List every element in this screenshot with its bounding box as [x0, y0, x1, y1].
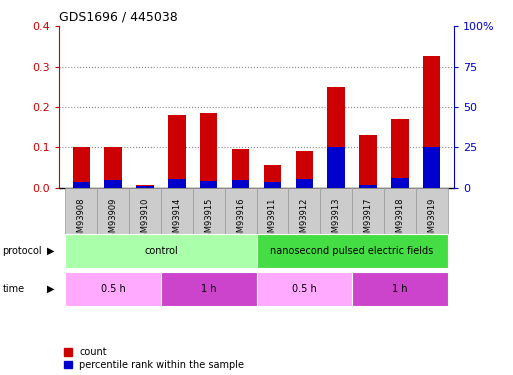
Bar — [65, 272, 161, 306]
Text: GSM93919: GSM93919 — [427, 197, 436, 243]
Bar — [256, 234, 448, 268]
Bar — [65, 234, 256, 268]
Bar — [136, 186, 154, 188]
Bar — [65, 188, 97, 268]
Text: GSM93917: GSM93917 — [364, 197, 372, 243]
Bar — [264, 165, 281, 188]
Bar — [97, 188, 129, 268]
Bar — [423, 57, 441, 188]
Text: GSM93915: GSM93915 — [204, 197, 213, 243]
Text: time: time — [3, 284, 25, 294]
Bar — [200, 113, 218, 188]
Bar — [295, 151, 313, 188]
Text: GSM93908: GSM93908 — [77, 197, 86, 243]
Text: nanosecond pulsed electric fields: nanosecond pulsed electric fields — [270, 246, 433, 256]
Bar — [200, 181, 218, 188]
Bar — [168, 180, 186, 188]
Text: 0.5 h: 0.5 h — [101, 284, 126, 294]
Text: GSM93918: GSM93918 — [396, 197, 404, 243]
Bar — [423, 147, 441, 188]
Text: GSM93914: GSM93914 — [172, 197, 182, 243]
Bar — [384, 188, 416, 268]
Bar — [391, 119, 409, 188]
Text: GSM93911: GSM93911 — [268, 197, 277, 243]
Text: protocol: protocol — [3, 246, 42, 256]
Bar — [136, 186, 154, 188]
Bar — [104, 180, 122, 188]
Bar — [232, 180, 249, 188]
Bar — [256, 272, 352, 306]
Bar — [168, 115, 186, 188]
Text: GSM93913: GSM93913 — [331, 197, 341, 243]
Text: GSM93912: GSM93912 — [300, 197, 309, 243]
Bar — [104, 147, 122, 188]
Bar — [327, 87, 345, 188]
Bar — [72, 147, 90, 188]
Bar — [232, 149, 249, 188]
Text: GSM93909: GSM93909 — [109, 197, 117, 243]
Text: 1 h: 1 h — [201, 284, 216, 294]
Bar — [416, 188, 448, 268]
Bar — [161, 188, 193, 268]
Bar — [352, 188, 384, 268]
Bar — [256, 188, 288, 268]
Bar — [295, 180, 313, 188]
Bar — [225, 188, 256, 268]
Bar — [320, 188, 352, 268]
Bar — [129, 188, 161, 268]
Legend: count, percentile rank within the sample: count, percentile rank within the sample — [64, 347, 244, 370]
Text: 0.5 h: 0.5 h — [292, 284, 317, 294]
Text: ▶: ▶ — [47, 284, 54, 294]
Text: GSM93910: GSM93910 — [141, 197, 149, 243]
Text: GDS1696 / 445038: GDS1696 / 445038 — [59, 11, 177, 24]
Bar — [352, 272, 448, 306]
Text: control: control — [144, 246, 178, 256]
Bar — [327, 147, 345, 188]
Bar — [359, 185, 377, 188]
Text: GSM93916: GSM93916 — [236, 197, 245, 243]
Bar — [288, 188, 320, 268]
Bar — [359, 135, 377, 188]
Text: ▶: ▶ — [47, 246, 54, 256]
Bar — [193, 188, 225, 268]
Text: 1 h: 1 h — [392, 284, 408, 294]
Bar — [264, 182, 281, 188]
Bar — [161, 272, 256, 306]
Bar — [391, 178, 409, 188]
Bar — [72, 182, 90, 188]
